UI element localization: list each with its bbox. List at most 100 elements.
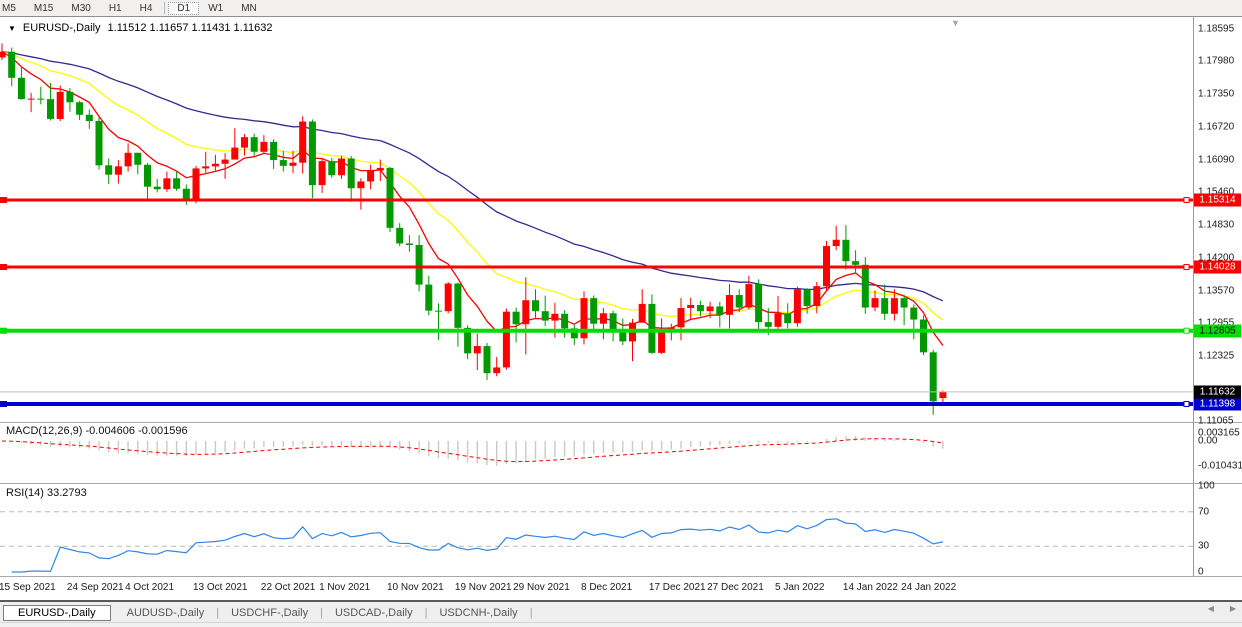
chart-tab-usdcnh[interactable]: USDCNH-,Daily <box>439 607 518 619</box>
tab-separator: | <box>216 607 220 619</box>
timeframe-button-d1[interactable]: D1 <box>168 1 200 15</box>
price-line-badge: 1.15314 <box>1194 193 1241 207</box>
candle-body <box>163 178 171 190</box>
chart-shift-marker-icon[interactable]: ▼ <box>951 18 960 28</box>
candle-body <box>852 261 860 265</box>
candle-body <box>386 167 394 228</box>
tab-scroll-left-icon[interactable]: ◀ <box>1207 604 1214 613</box>
date-axis-label: 19 Nov 2021 <box>454 582 512 593</box>
candle-body <box>764 322 772 327</box>
chart-tab-audusd[interactable]: AUDUSD-,Daily <box>126 607 205 619</box>
candle-body <box>774 313 782 327</box>
price-axis-label: 1.14830 <box>1198 219 1235 231</box>
timeframe-button-w1[interactable]: W1 <box>208 2 224 14</box>
date-axis-label: 17 Dec 2021 <box>648 582 706 593</box>
candle-body <box>871 298 879 308</box>
price-line-badge: 1.14028 <box>1194 260 1241 274</box>
candle-body <box>910 307 918 320</box>
candle-body <box>367 170 375 182</box>
candle-body <box>861 264 869 308</box>
candle-body <box>793 289 801 324</box>
candle-body <box>318 161 326 186</box>
rsi-axis-label: 70 <box>1198 506 1210 518</box>
chart-symbol-header: ▼ EURUSD-,Daily 1.11512 1.11657 1.11431 … <box>8 22 273 34</box>
line-right-anchor[interactable] <box>1183 401 1190 408</box>
candle-body <box>173 178 181 189</box>
rsi-indicator-label: RSI(14) 33.2793 <box>6 487 87 499</box>
candle-body <box>435 310 442 312</box>
price-axis-label: 1.12325 <box>1198 350 1235 362</box>
line-left-anchor[interactable] <box>0 264 7 270</box>
timeframe-button-m5[interactable]: M5 <box>2 2 16 14</box>
price-axis-label: 1.17350 <box>1198 88 1235 100</box>
candle-body <box>279 160 287 166</box>
candle-body <box>735 295 743 308</box>
price-axis-label: 1.11065 <box>1198 415 1234 427</box>
line-right-anchor[interactable] <box>1183 264 1190 270</box>
candle-body <box>483 346 491 374</box>
symbol-ohlc-values: 1.11512 1.11657 1.11431 1.11632 <box>107 22 273 34</box>
candle-body <box>570 328 578 339</box>
line-right-anchor[interactable] <box>1183 327 1190 334</box>
line-right-anchor[interactable] <box>1183 196 1190 203</box>
chart-tab-bar: EURUSD-,Daily AUDUSD-,Daily | USDCHF-,Daily… <box>0 600 1242 624</box>
candle-body <box>619 329 627 342</box>
candle-body <box>502 311 510 368</box>
candle-body <box>85 114 93 122</box>
candle-body <box>415 245 423 285</box>
candle-body <box>473 346 481 354</box>
candle-body <box>299 121 307 163</box>
candle-body <box>512 311 520 325</box>
candle-body <box>890 298 898 314</box>
candle-body <box>464 327 472 354</box>
timeframe-button-m30[interactable]: M30 <box>71 2 91 14</box>
candle-body <box>338 158 345 176</box>
rsi-axis-label: 0 <box>1198 566 1204 578</box>
price-axis-label: 1.13570 <box>1198 285 1235 297</box>
candle-body <box>726 295 733 315</box>
current-price-badge: 1.11632 <box>1194 385 1241 399</box>
candle-body <box>95 121 103 166</box>
timeframe-button-h1[interactable]: H1 <box>108 2 122 14</box>
candle-body <box>231 147 239 160</box>
candle-body <box>425 284 433 311</box>
symbol-name: EURUSD-,Daily <box>22 22 101 34</box>
chart-area[interactable]: ▼ EURUSD-,Daily 1.11512 1.11657 1.11431 … <box>0 17 1242 600</box>
macd-indicator-label: MACD(12,26,9) -0.004606 -0.001596 <box>6 425 188 437</box>
rsi-axis-label: 100 <box>1198 480 1215 492</box>
candle-body <box>27 98 35 100</box>
tab-scroll-right-icon[interactable]: ▶ <box>1229 604 1236 613</box>
timeframe-button-m15[interactable]: M15 <box>33 2 54 14</box>
tab-scroll-arrows: ◀ ▶ <box>1208 604 1236 613</box>
chart-tab-usdchf[interactable]: USDCHF-,Daily <box>231 607 309 619</box>
candle-body <box>648 303 656 353</box>
candle-body <box>56 91 64 119</box>
line-left-anchor[interactable] <box>0 327 7 334</box>
line-left-anchor[interactable] <box>0 401 7 408</box>
candle-body <box>706 306 714 312</box>
price-axis-label: 1.12955 <box>1198 317 1235 329</box>
line-left-anchor[interactable] <box>0 196 7 203</box>
candle-body <box>405 243 413 246</box>
candle-body <box>696 304 704 312</box>
timeframe-button-mn[interactable]: MN <box>241 2 257 14</box>
symbol-dropdown-icon[interactable]: ▼ <box>8 23 16 33</box>
timeframe-button-h4[interactable]: H4 <box>139 2 153 14</box>
date-axis-label: 29 Nov 2021 <box>513 582 570 593</box>
candle-body <box>590 298 598 324</box>
tab-separator: | <box>320 607 323 619</box>
candle-body <box>900 298 908 308</box>
date-axis-label: 22 Oct 2021 <box>260 582 316 593</box>
candle-body <box>105 165 113 175</box>
candle-body <box>192 168 200 201</box>
chart-tab-eurusd[interactable]: EURUSD-,Daily <box>3 605 111 621</box>
moving-average-line-45 <box>1 51 944 302</box>
candle-body <box>561 313 569 329</box>
chart-tab-usdcad[interactable]: USDCAD-,Daily <box>334 607 413 619</box>
candle-body <box>328 161 336 176</box>
candle-body <box>37 98 45 100</box>
candle-body <box>347 158 355 189</box>
price-axis-label: 1.16720 <box>1198 121 1235 133</box>
candle-body <box>144 164 151 187</box>
